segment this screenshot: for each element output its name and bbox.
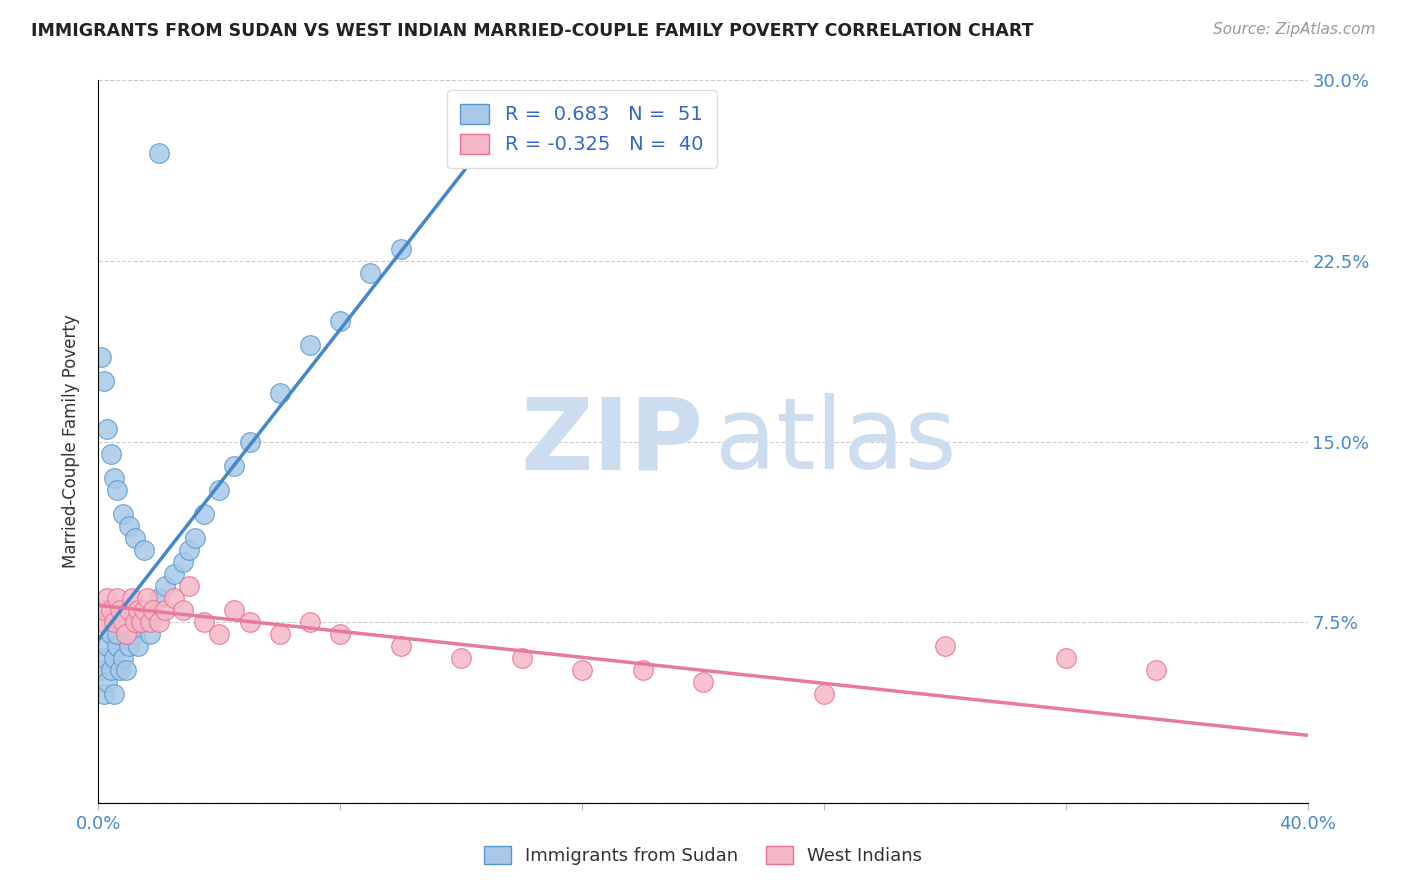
Point — [148, 615, 170, 630]
Point — [103, 470, 125, 484]
Point — [153, 603, 176, 617]
Point — [1144, 664, 1167, 678]
Point — [100, 664, 122, 678]
Point — [124, 615, 146, 630]
Point — [105, 639, 128, 653]
Point — [224, 458, 246, 473]
Point — [224, 603, 246, 617]
Point — [108, 615, 131, 630]
Point — [329, 314, 352, 328]
Point — [121, 591, 143, 605]
Text: ZIP: ZIP — [520, 393, 703, 490]
Point — [692, 675, 714, 690]
Point — [108, 664, 131, 678]
Point — [108, 603, 131, 617]
Point — [269, 386, 291, 401]
Point — [132, 603, 155, 617]
Point — [142, 603, 165, 617]
Point — [100, 446, 122, 460]
Point — [127, 603, 149, 617]
Point — [193, 507, 215, 521]
Point — [129, 615, 152, 630]
Point — [111, 615, 134, 630]
Point — [93, 374, 115, 388]
Point — [148, 145, 170, 160]
Point — [118, 639, 141, 653]
Point — [208, 483, 231, 497]
Point — [103, 615, 125, 630]
Point — [114, 664, 136, 678]
Point — [148, 591, 170, 605]
Point — [163, 567, 186, 582]
Point — [96, 675, 118, 690]
Point — [114, 627, 136, 641]
Point — [360, 266, 382, 280]
Point — [163, 591, 186, 605]
Point — [103, 687, 125, 701]
Point — [100, 627, 122, 641]
Point — [124, 531, 146, 545]
Point — [329, 627, 352, 641]
Point — [93, 603, 115, 617]
Point — [269, 627, 291, 641]
Point — [139, 615, 162, 630]
Point — [111, 507, 134, 521]
Point — [172, 603, 194, 617]
Point — [118, 627, 141, 641]
Point — [139, 627, 162, 641]
Point — [631, 664, 654, 678]
Point — [208, 627, 231, 641]
Y-axis label: Married-Couple Family Poverty: Married-Couple Family Poverty — [62, 315, 80, 568]
Point — [193, 615, 215, 630]
Point — [142, 603, 165, 617]
Legend: Immigrants from Sudan, West Indians: Immigrants from Sudan, West Indians — [475, 837, 931, 874]
Point — [121, 615, 143, 630]
Point — [100, 603, 122, 617]
Point — [127, 639, 149, 653]
Point — [129, 615, 152, 630]
Point — [105, 483, 128, 497]
Point — [118, 518, 141, 533]
Point — [96, 591, 118, 605]
Point — [90, 350, 112, 364]
Point — [93, 687, 115, 701]
Point — [135, 591, 157, 605]
Point — [153, 579, 176, 593]
Point — [135, 615, 157, 630]
Point — [389, 242, 412, 256]
Point — [96, 639, 118, 653]
Point — [239, 434, 262, 449]
Point — [172, 555, 194, 569]
Point — [510, 651, 533, 665]
Point — [299, 338, 322, 352]
Point — [239, 615, 262, 630]
Point — [389, 639, 412, 653]
Point — [813, 687, 835, 701]
Point — [179, 542, 201, 557]
Text: atlas: atlas — [716, 393, 956, 490]
Point — [90, 664, 112, 678]
Point — [450, 651, 472, 665]
Text: Source: ZipAtlas.com: Source: ZipAtlas.com — [1212, 22, 1375, 37]
Legend: R =  0.683   N =  51, R = -0.325   N =  40: R = 0.683 N = 51, R = -0.325 N = 40 — [447, 90, 717, 168]
Point — [105, 591, 128, 605]
Point — [1054, 651, 1077, 665]
Point — [103, 651, 125, 665]
Text: IMMIGRANTS FROM SUDAN VS WEST INDIAN MARRIED-COUPLE FAMILY POVERTY CORRELATION C: IMMIGRANTS FROM SUDAN VS WEST INDIAN MAR… — [31, 22, 1033, 40]
Point — [124, 627, 146, 641]
Point — [93, 651, 115, 665]
Point — [184, 531, 207, 545]
Point — [111, 651, 134, 665]
Point — [299, 615, 322, 630]
Point — [132, 603, 155, 617]
Point — [179, 579, 201, 593]
Point — [96, 422, 118, 436]
Point — [90, 615, 112, 630]
Point — [571, 664, 593, 678]
Point — [105, 627, 128, 641]
Point — [118, 603, 141, 617]
Point — [132, 542, 155, 557]
Point — [934, 639, 956, 653]
